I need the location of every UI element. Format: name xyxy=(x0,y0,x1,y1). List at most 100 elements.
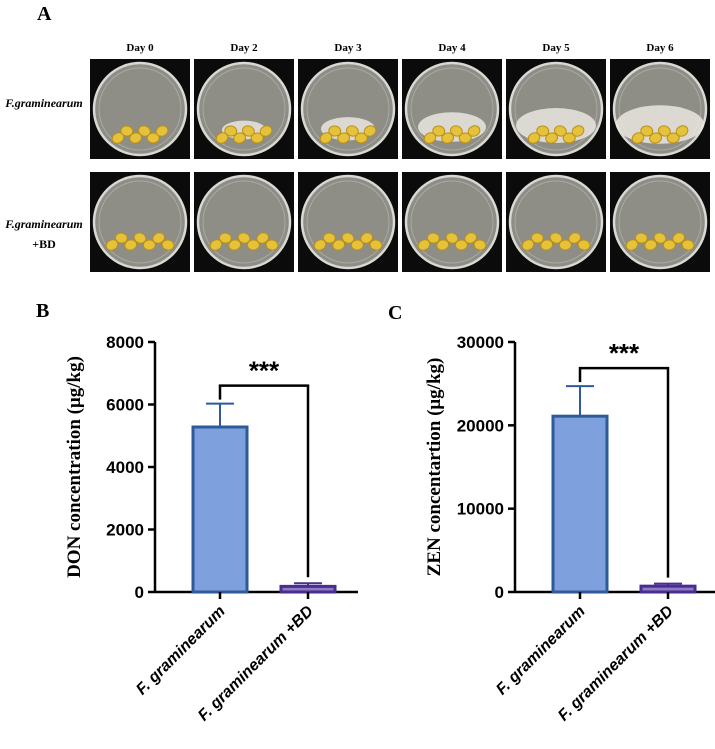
corn-kernel xyxy=(554,125,567,137)
panel-c-letter: C xyxy=(388,302,403,324)
day-label: Day 3 xyxy=(334,42,362,54)
y-tick-label: 2000 xyxy=(106,521,144,540)
corn-kernel xyxy=(337,132,351,144)
y-tick-label: 8000 xyxy=(106,333,144,352)
corn-kernel xyxy=(322,232,336,244)
corn-kernel xyxy=(114,232,128,244)
corn-kernel xyxy=(658,125,671,137)
corn-kernel xyxy=(228,239,242,251)
corn-kernel xyxy=(644,239,658,251)
corn-kernel xyxy=(218,232,232,244)
corn-kernel xyxy=(473,239,487,251)
corn-kernel xyxy=(649,132,663,144)
corn-kernel xyxy=(332,239,346,251)
petri-dish-photo xyxy=(90,59,190,159)
corn-kernel xyxy=(360,232,374,244)
petri-dish xyxy=(508,174,604,270)
bar xyxy=(551,414,609,594)
corn-kernel xyxy=(467,125,481,137)
corn-kernel xyxy=(666,132,680,144)
corn-kernel xyxy=(265,239,279,251)
day-label: Day 4 xyxy=(438,42,466,54)
corn-kernel xyxy=(161,239,175,251)
corn-kernel xyxy=(562,132,576,144)
petri-dish xyxy=(196,174,292,270)
corn-kernel xyxy=(120,125,134,137)
y-tick-label: 6000 xyxy=(106,396,144,415)
corn-kernel xyxy=(256,232,270,244)
significance-label: *** xyxy=(609,338,640,368)
petri-dish-photo xyxy=(298,59,398,159)
corn-kernel xyxy=(675,125,689,137)
bar xyxy=(191,425,249,594)
row-label-treated-species: F.graminearum xyxy=(5,217,83,231)
corn-kernel xyxy=(155,125,169,137)
corn-kernel xyxy=(681,239,695,251)
corn-kernel xyxy=(540,239,554,251)
day-label: Day 0 xyxy=(126,42,154,54)
row-label-control-species: F.graminearum xyxy=(5,96,83,110)
corn-kernel xyxy=(571,125,585,137)
corn-kernel xyxy=(662,239,676,251)
y-tick-label: 20000 xyxy=(457,416,504,435)
corn-kernel xyxy=(224,125,238,137)
panel-a-letter: A xyxy=(37,3,52,25)
corn-kernel xyxy=(672,232,686,244)
corn-kernel xyxy=(346,125,359,137)
row-label-control: F.graminearum xyxy=(0,96,88,111)
day-label: Day 2 xyxy=(230,42,258,54)
corn-kernel xyxy=(653,232,667,244)
day-label: Day 5 xyxy=(542,42,570,54)
corn-kernel xyxy=(464,232,478,244)
corn-kernel xyxy=(426,232,440,244)
petri-dish-photo xyxy=(298,172,398,272)
petri-dish-photo xyxy=(194,59,294,159)
chart-c-zen: 0 10000 20000 30000 ZEN concentartion (μg/kg… xyxy=(424,333,715,725)
petri-dish xyxy=(300,174,396,270)
corn-kernel xyxy=(549,232,563,244)
corn-kernel xyxy=(545,132,559,144)
x-category-label: F. graminearum xyxy=(493,603,589,699)
corn-kernel xyxy=(246,239,260,251)
corn-kernel xyxy=(250,132,264,144)
corn-kernel xyxy=(577,239,591,251)
chart-b-don: 0 2000 4000 6000 8000 DON concentration (μg/k… xyxy=(64,333,358,725)
y-axis-title: ZEN concentartion (μg/kg) xyxy=(424,358,445,577)
corn-kernel xyxy=(436,239,450,251)
corn-kernel xyxy=(454,239,468,251)
corn-kernel xyxy=(129,132,143,144)
petri-dish-photo xyxy=(194,172,294,272)
significance-bracket xyxy=(578,366,670,578)
row-label-treated: F.graminearum +BD xyxy=(0,214,88,254)
significance-bracket xyxy=(218,384,310,578)
corn-kernel xyxy=(233,132,247,144)
petri-dish-photo xyxy=(610,59,710,159)
y-tick-label: 0 xyxy=(495,583,504,602)
corn-kernel xyxy=(363,125,377,137)
y-tick-label: 30000 xyxy=(457,333,504,352)
x-category-label: F. graminearum xyxy=(133,603,229,699)
bar xyxy=(639,584,697,594)
y-tick-label: 4000 xyxy=(106,458,144,477)
day-label: Day 6 xyxy=(646,42,674,54)
petri-dish-photo xyxy=(610,172,710,272)
y-axis-title: DON concentration (μg/kg) xyxy=(64,356,85,578)
corn-kernel xyxy=(138,125,151,137)
corn-kernel xyxy=(568,232,582,244)
bar xyxy=(279,584,337,594)
corn-kernel xyxy=(458,132,472,144)
corn-kernel xyxy=(259,125,273,137)
significance-label: *** xyxy=(249,356,280,386)
petri-dish xyxy=(92,174,188,270)
petri-dish-photo xyxy=(402,172,502,272)
corn-kernel xyxy=(536,125,550,137)
corn-kernel xyxy=(124,239,138,251)
corn-kernel xyxy=(146,132,160,144)
corn-kernel xyxy=(450,125,463,137)
corn-kernel xyxy=(328,125,342,137)
corn-kernel xyxy=(445,232,459,244)
corn-kernel xyxy=(640,125,654,137)
corn-kernel xyxy=(242,125,255,137)
corn-kernel xyxy=(142,239,156,251)
corn-kernel xyxy=(369,239,383,251)
